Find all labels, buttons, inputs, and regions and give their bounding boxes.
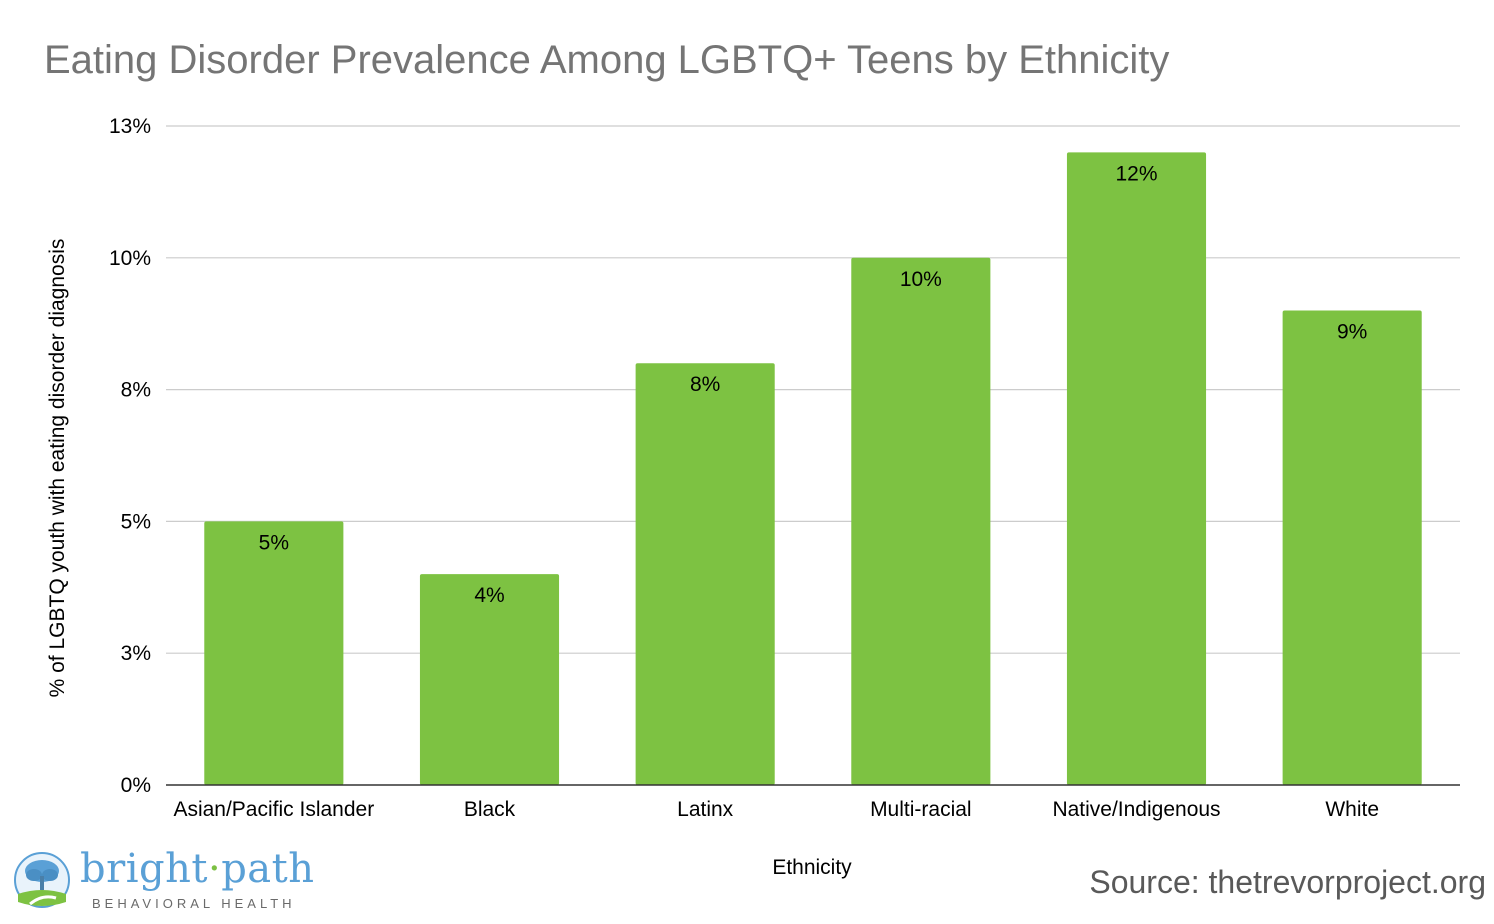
x-tick-label: Latinx (677, 798, 734, 821)
bar-data-label: 5% (259, 531, 289, 554)
gridlines (166, 125, 1460, 654)
logo-name-part2: path (221, 846, 315, 892)
bar-data-label: 8% (690, 373, 720, 396)
y-tick-label: 10% (109, 247, 151, 270)
tree-logo-icon (14, 852, 70, 908)
x-tick-label: Multi-racial (870, 798, 972, 821)
y-tick-label: 5% (121, 510, 151, 533)
bar (419, 574, 560, 785)
source-credit: Source: thetrevorproject.org (1089, 864, 1486, 900)
brand-logo: bright·path BEHAVIORAL HEALTH (12, 846, 314, 914)
bar (1282, 310, 1422, 785)
x-tick-label: Native/Indigenous (1052, 798, 1220, 821)
y-tick-label: 0% (121, 774, 151, 797)
axes: 0% 3% 5% 8% 10% 13% Asian/Pacific Islander Blac… (109, 115, 1460, 821)
bar-data-label: 10% (900, 268, 942, 291)
y-axis-label: % of LGBTQ youth with eating disorder di… (46, 238, 69, 698)
logo-name-part1: bright (80, 846, 208, 892)
bar (851, 257, 991, 785)
x-tick-label: White (1325, 798, 1379, 821)
logo-tagline: BEHAVIORAL HEALTH (92, 896, 296, 911)
chart-title: Eating Disorder Prevalence Among LGBTQ+ … (44, 38, 1170, 82)
x-axis-label: Ethnicity (772, 856, 852, 879)
logo-wordmark: bright·path (80, 846, 314, 892)
bar (1066, 152, 1207, 786)
bar (204, 521, 344, 785)
x-tick-label: Black (464, 798, 516, 821)
bar-data-label: 4% (474, 584, 504, 607)
y-tick-label: 8% (121, 379, 151, 402)
bars (204, 152, 1422, 786)
y-tick-label: 13% (109, 115, 151, 138)
bar-data-label: 9% (1337, 321, 1367, 344)
bar-data-label: 12% (1115, 162, 1157, 185)
y-tick-label: 3% (121, 642, 151, 665)
x-tick-label: Asian/Pacific Islander (173, 798, 374, 821)
data-labels: 5% 4% 8% 10% 12% 9% (259, 162, 1368, 607)
logo-separator: · (207, 846, 222, 892)
bar (635, 363, 775, 785)
